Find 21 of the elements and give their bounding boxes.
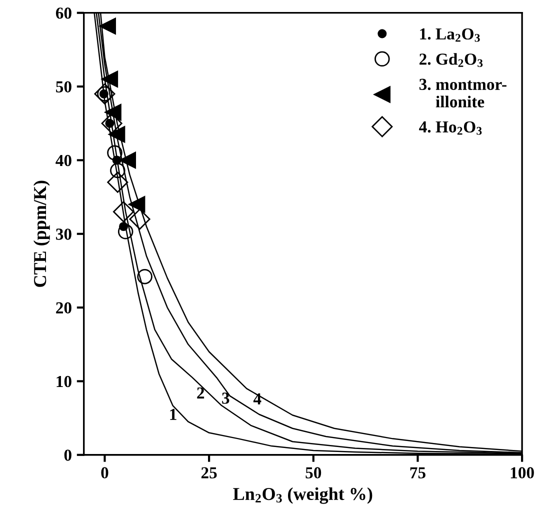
y-tick-label: 0 <box>64 450 72 461</box>
y-tick-label: 50 <box>56 81 72 92</box>
legend-label: 1. La$_{2}$O$_{3}$ <box>420 28 480 42</box>
annotation: 3 <box>222 392 230 404</box>
y-tick-label: 20 <box>56 302 72 314</box>
annotation: 1 <box>170 408 176 420</box>
legend-label: 2. Gd$_{2}$O$_{3}$ <box>420 53 483 68</box>
annotation: 2 <box>197 387 204 398</box>
y-tick-label: 40 <box>56 154 72 166</box>
legend-label: 4. Ho$_{2}$O$_{3}$ <box>419 121 482 135</box>
x-axis-title: Ln$_{2}$O$_{3}$ (weight %) <box>233 487 372 504</box>
y-tick-label: 60 <box>56 8 72 19</box>
y-tick-label: 30 <box>56 228 72 240</box>
x-tick-label: 75 <box>410 467 426 478</box>
x-tick-label: 100 <box>510 467 534 478</box>
x-tick-label: 25 <box>201 467 217 478</box>
y-tick-label: 10 <box>56 376 72 388</box>
legend-label: 3. montmor- illonite <box>419 78 506 108</box>
x-tick-label: 50 <box>306 467 322 478</box>
y-axis-title: CTE (ppm/K) <box>33 180 50 287</box>
x-tick-label: 0 <box>101 467 108 478</box>
